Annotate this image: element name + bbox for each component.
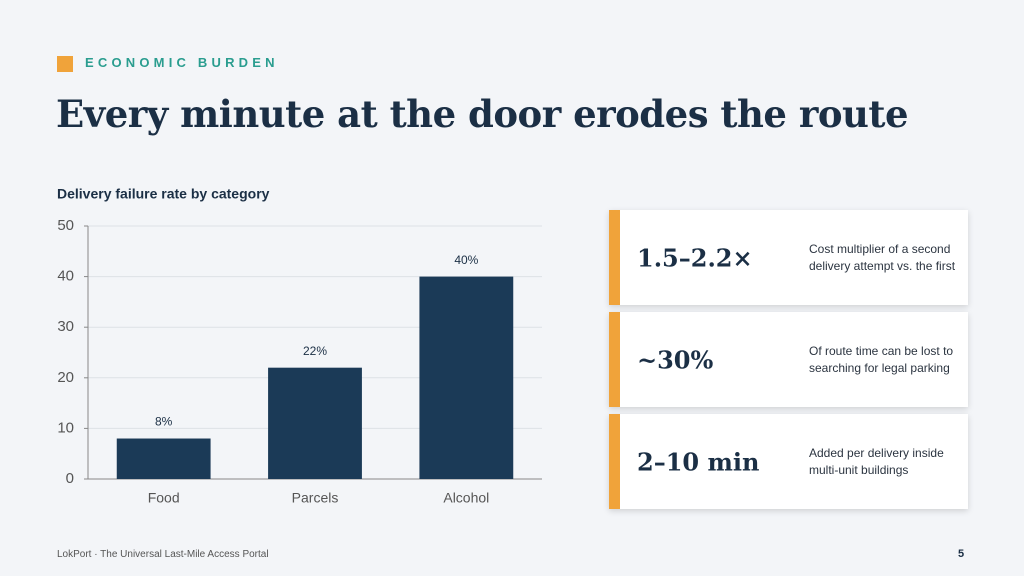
bar	[419, 276, 514, 479]
value-label: 22%	[303, 344, 327, 358]
eyebrow: ECONOMIC BURDEN	[85, 55, 279, 70]
stat-card: ~30% Of route time can be lost to searchi…	[609, 312, 968, 407]
stat-value: 1.5–2.2×	[637, 243, 753, 272]
footer: LokPort · The Universal Last-Mile Access…	[57, 549, 269, 560]
stat-description: Added per delivery inside multi-unit bui…	[809, 445, 944, 477]
stat-card: 1.5–2.2× Cost multiplier of a second deli…	[609, 210, 968, 305]
stat-description: Cost multiplier of a second delivery att…	[809, 241, 956, 273]
card-accent	[609, 210, 620, 305]
card-accent	[609, 312, 620, 407]
page-number: 5	[958, 548, 965, 560]
value-label: 8%	[155, 415, 173, 429]
stat-value: 2–10 min	[637, 447, 760, 476]
eyebrow-marker	[57, 56, 73, 72]
y-tick-label: 50	[57, 217, 74, 234]
stat-description: Of route time can be lost to searching f…	[809, 343, 954, 375]
y-tick-label: 30	[57, 318, 74, 335]
value-label: 40%	[454, 253, 478, 267]
y-tick-label: 40	[57, 268, 74, 285]
stat-card: 2–10 min Added per delivery inside multi-…	[609, 414, 968, 509]
x-tick-label: Alcohol	[443, 490, 489, 506]
slide-title: Every minute at the door erodes the rout…	[56, 92, 909, 136]
x-tick-label: Food	[148, 490, 180, 506]
x-tick-label: Parcels	[292, 490, 339, 506]
card-accent	[609, 414, 620, 509]
chart-title: Delivery failure rate by category	[57, 186, 270, 202]
y-tick-label: 10	[57, 419, 74, 436]
y-tick-label: 20	[57, 369, 74, 386]
stat-value: ~30%	[637, 345, 714, 374]
chart: Delivery failure rate by category 0 10 20 3…	[57, 186, 542, 506]
bar	[268, 367, 362, 479]
y-tick-label: 0	[66, 470, 74, 487]
bar	[116, 438, 211, 479]
